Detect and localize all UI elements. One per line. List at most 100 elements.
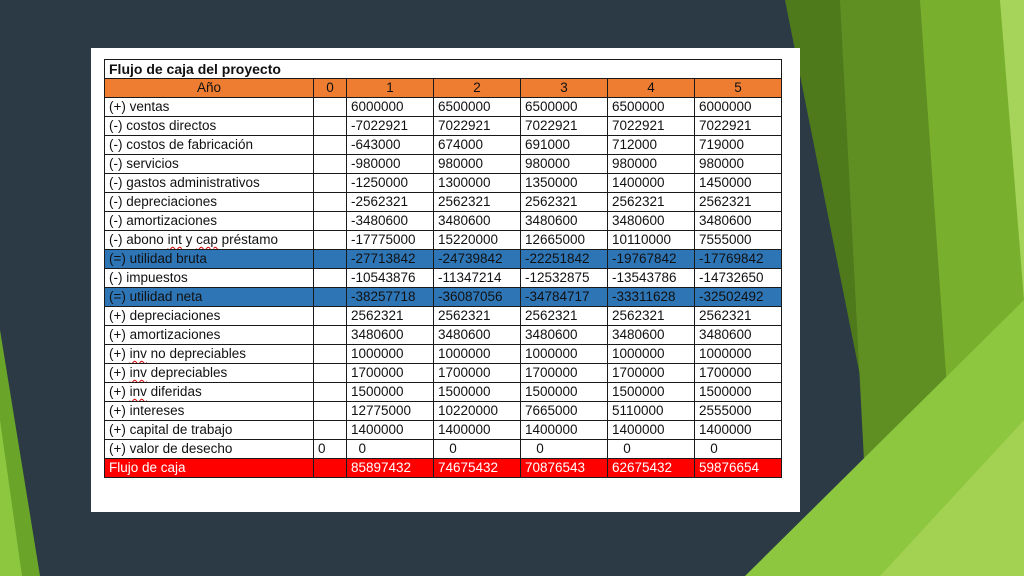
header-cell: 3 [520, 78, 608, 98]
value-cell: 1400000 [520, 420, 608, 440]
value-cell: 0 [520, 439, 608, 459]
value-cell: -11347214 [433, 268, 521, 288]
value-cell: 1500000 [520, 382, 608, 402]
year-0-cell [313, 344, 347, 364]
table-title: Flujo de caja del proyecto [104, 59, 782, 79]
table-row: (-) depreciaciones -2562321 2562321 2562321… [104, 192, 782, 212]
value-cell: -14732650 [694, 268, 782, 288]
table-row: (-) amortizaciones -3480600 3480600 3480600… [104, 211, 782, 231]
value-cell: -17775000 [346, 230, 434, 250]
row-label: Flujo de caja [104, 458, 314, 478]
row-label: (-) abono int y cap préstamo [104, 230, 314, 250]
row-label: (-) depreciaciones [104, 192, 314, 212]
value-cell: 1700000 [346, 363, 434, 383]
value-cell: 980000 [433, 154, 521, 174]
value-cell: 10220000 [433, 401, 521, 421]
value-cell: 719000 [694, 135, 782, 155]
value-cell: 2562321 [520, 306, 608, 326]
row-label: (+) inv no depreciables [104, 344, 314, 364]
year-0-cell [313, 363, 347, 383]
value-cell: 3480600 [607, 211, 695, 231]
value-cell: 2562321 [433, 192, 521, 212]
value-cell: 6000000 [694, 97, 782, 117]
value-cell: 1700000 [694, 363, 782, 383]
table-row: (+) inv diferidas 1500000 1500000 1500000 15… [104, 382, 782, 402]
row-label: (+) capital de trabajo [104, 420, 314, 440]
value-cell: 2562321 [694, 192, 782, 212]
value-cell: 7022921 [433, 116, 521, 136]
value-cell: 2562321 [607, 306, 695, 326]
value-cell: -27713842 [346, 249, 434, 269]
value-cell: 10110000 [607, 230, 695, 250]
value-cell: -1250000 [346, 173, 434, 193]
row-label: (+) valor de desecho [104, 439, 314, 459]
value-cell: 1400000 [694, 420, 782, 440]
value-cell: 1700000 [520, 363, 608, 383]
value-cell: 62675432 [607, 458, 695, 478]
value-cell: 1400000 [433, 420, 521, 440]
value-cell: -19767842 [607, 249, 695, 269]
year-0-cell [313, 420, 347, 440]
year-0-cell [313, 306, 347, 326]
row-label: (-) amortizaciones [104, 211, 314, 231]
row-label: (+) ventas [104, 97, 314, 117]
value-cell: 3480600 [520, 211, 608, 231]
row-label: (+) depreciaciones [104, 306, 314, 326]
year-0-cell [313, 249, 347, 269]
value-cell: 2562321 [520, 192, 608, 212]
value-cell: 1350000 [520, 173, 608, 193]
value-cell: 59876654 [694, 458, 782, 478]
row-label: (=) utilidad neta [104, 287, 314, 307]
value-cell: 3480600 [520, 325, 608, 345]
table-row: (-) costos directos -7022921 7022921 702292… [104, 116, 782, 136]
value-cell: 980000 [607, 154, 695, 174]
value-cell: 3480600 [346, 325, 434, 345]
value-cell: 1500000 [433, 382, 521, 402]
year-0-cell [313, 268, 347, 288]
year-0-cell [313, 401, 347, 421]
header-cell: 5 [694, 78, 782, 98]
table-row: (+) inv depreciables 1700000 1700000 170000… [104, 363, 782, 383]
header-row: Año 0 1 2 3 4 5 [104, 78, 782, 98]
value-cell: 2562321 [607, 192, 695, 212]
value-cell: -36087056 [433, 287, 521, 307]
value-cell: 6000000 [346, 97, 434, 117]
value-cell: 1000000 [607, 344, 695, 364]
header-cell: 2 [433, 78, 521, 98]
value-cell: -12532875 [520, 268, 608, 288]
value-cell: 7022921 [607, 116, 695, 136]
value-cell: -34784717 [520, 287, 608, 307]
value-cell: -10543876 [346, 268, 434, 288]
year-0-cell [313, 458, 347, 478]
row-label: (+) intereses [104, 401, 314, 421]
year-0-cell [313, 135, 347, 155]
value-cell: 15220000 [433, 230, 521, 250]
table-card: Flujo de caja del proyecto Año 0 1 2 3 4… [91, 48, 800, 512]
header-cell: Año [104, 78, 314, 98]
value-cell: 3480600 [433, 325, 521, 345]
row-label: (=) utilidad bruta [104, 249, 314, 269]
year-0-cell: 0 [313, 439, 347, 459]
value-cell: 1400000 [346, 420, 434, 440]
table-row: (+) inv no depreciables 1000000 1000000 100… [104, 344, 782, 364]
value-cell: 1000000 [346, 344, 434, 364]
row-label: (-) impuestos [104, 268, 314, 288]
value-cell: 6500000 [607, 97, 695, 117]
value-cell: 12665000 [520, 230, 608, 250]
table-row: (-) impuestos -10543876 -11347214 -12532875… [104, 268, 782, 288]
value-cell: 74675432 [433, 458, 521, 478]
value-cell: 1700000 [607, 363, 695, 383]
table-row: (=) utilidad bruta -27713842 -24739842 -222… [104, 249, 782, 269]
value-cell: 7022921 [520, 116, 608, 136]
value-cell: 1400000 [607, 173, 695, 193]
header-cell: 0 [313, 78, 347, 98]
table-row: (+) intereses 12775000 10220000 7665000 5110… [104, 401, 782, 421]
value-cell: 1000000 [520, 344, 608, 364]
header-cell: 1 [346, 78, 434, 98]
year-0-cell [313, 173, 347, 193]
row-label: (-) servicios [104, 154, 314, 174]
value-cell: 691000 [520, 135, 608, 155]
row-label: (+) amortizaciones [104, 325, 314, 345]
value-cell: 6500000 [433, 97, 521, 117]
value-cell: 0 [694, 439, 782, 459]
